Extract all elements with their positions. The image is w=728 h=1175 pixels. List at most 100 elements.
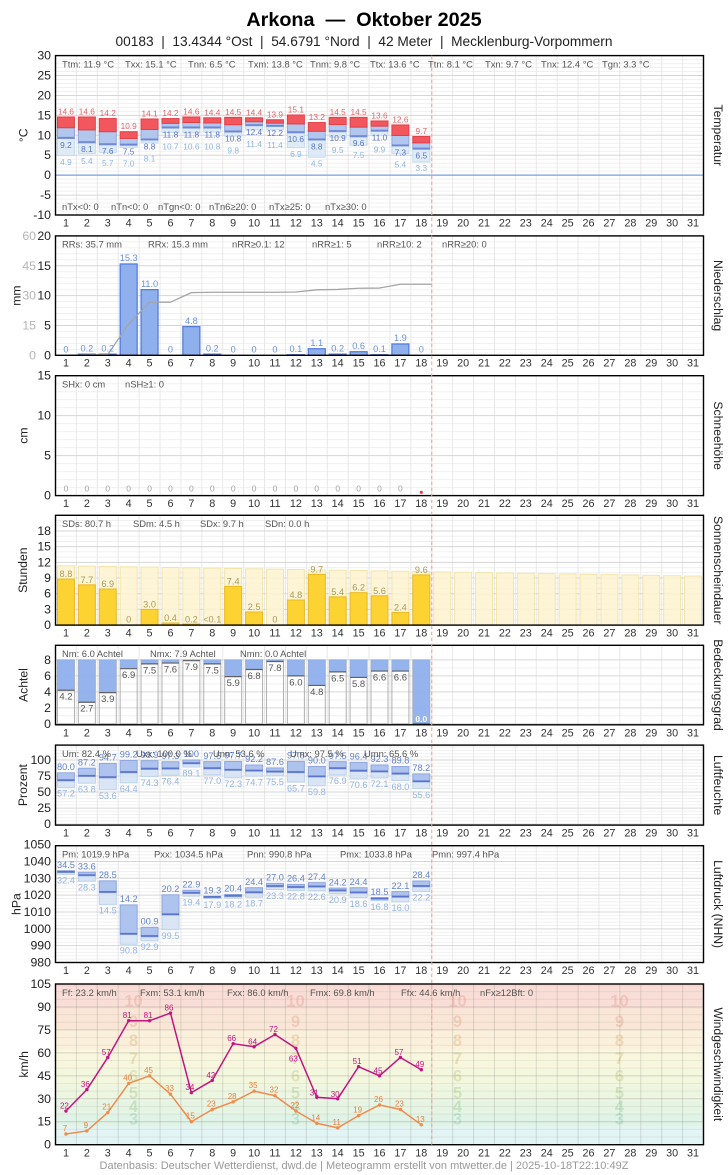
svg-text:Unn: 53.6 %: Unn: 53.6 %	[213, 748, 265, 759]
svg-text:50: 50	[37, 785, 51, 799]
svg-text:27: 27	[603, 727, 615, 739]
svg-text:0: 0	[272, 615, 277, 625]
svg-text:11.8: 11.8	[184, 129, 200, 139]
svg-text:18: 18	[415, 498, 427, 510]
svg-text:0: 0	[44, 348, 51, 362]
svg-text:Arkona — Oktober 2025: Arkona — Oktober 2025	[246, 9, 481, 31]
svg-text:14: 14	[332, 628, 344, 640]
svg-text:20: 20	[457, 828, 469, 840]
svg-text:1: 1	[63, 628, 69, 640]
svg-text:0: 0	[210, 484, 215, 494]
svg-text:3.3: 3.3	[416, 163, 428, 173]
svg-text:7: 7	[615, 1050, 624, 1068]
svg-text:Pxx: 1034.5 hPa: Pxx: 1034.5 hPa	[154, 849, 224, 860]
svg-text:22: 22	[499, 965, 511, 977]
svg-text:19: 19	[436, 628, 448, 640]
svg-text:24.4: 24.4	[350, 877, 368, 887]
svg-text:8: 8	[129, 1032, 138, 1050]
svg-text:15: 15	[353, 358, 365, 370]
svg-text:28.5: 28.5	[99, 870, 117, 880]
svg-text:11.4: 11.4	[267, 140, 283, 150]
svg-text:19.3: 19.3	[203, 886, 221, 896]
svg-text:7.9: 7.9	[185, 662, 198, 673]
svg-text:12: 12	[290, 358, 302, 370]
svg-text:5: 5	[44, 318, 51, 332]
svg-text:4.8: 4.8	[289, 590, 302, 600]
svg-text:17.9: 17.9	[203, 900, 221, 910]
svg-text:0: 0	[398, 484, 403, 494]
svg-text:0.2: 0.2	[331, 343, 344, 353]
svg-text:4: 4	[126, 1148, 132, 1160]
svg-text:23: 23	[520, 628, 532, 640]
svg-text:6: 6	[167, 358, 173, 370]
svg-text:75.5: 75.5	[266, 777, 284, 787]
svg-text:Prozent: Prozent	[16, 763, 30, 806]
svg-text:14.1: 14.1	[141, 108, 158, 118]
svg-text:45: 45	[37, 1069, 51, 1083]
svg-text:23: 23	[520, 828, 532, 840]
svg-text:3.0: 3.0	[143, 599, 156, 609]
svg-text:17: 17	[394, 727, 406, 739]
svg-text:4: 4	[291, 1098, 301, 1116]
svg-text:31: 31	[687, 217, 699, 229]
svg-text:0: 0	[44, 1138, 51, 1152]
svg-text:76.9: 76.9	[329, 776, 347, 786]
svg-text:Ttm: 11.9 °C: Ttm: 11.9 °C	[62, 58, 114, 69]
svg-text:4.5: 4.5	[311, 158, 323, 168]
svg-text:5.4: 5.4	[81, 156, 93, 166]
svg-text:0: 0	[294, 484, 299, 494]
svg-text:11: 11	[269, 217, 280, 229]
svg-text:8: 8	[209, 965, 215, 977]
svg-text:17: 17	[394, 217, 406, 229]
svg-text:6.9: 6.9	[122, 670, 135, 681]
svg-text:Txm: 13.8 °C: Txm: 13.8 °C	[248, 58, 303, 69]
svg-text:21: 21	[478, 727, 490, 739]
svg-text:0: 0	[44, 168, 51, 182]
svg-text:63.8: 63.8	[78, 785, 96, 795]
svg-text:64.4: 64.4	[120, 784, 138, 794]
svg-text:27: 27	[603, 828, 615, 840]
svg-text:17: 17	[394, 1148, 406, 1160]
svg-text:22: 22	[499, 727, 511, 739]
svg-text:21: 21	[478, 1148, 490, 1160]
svg-text:17: 17	[394, 498, 406, 510]
svg-text:10: 10	[37, 409, 51, 423]
svg-text:hPa: hPa	[9, 893, 23, 915]
svg-text:10: 10	[248, 628, 260, 640]
svg-text:6: 6	[167, 965, 173, 977]
svg-text:26: 26	[583, 965, 595, 977]
svg-text:Fmx: 69.8 km/h: Fmx: 69.8 km/h	[310, 987, 375, 998]
svg-text:22: 22	[499, 358, 511, 370]
svg-text:14.6: 14.6	[58, 106, 75, 116]
svg-text:18: 18	[415, 828, 427, 840]
svg-text:990: 990	[30, 939, 51, 953]
svg-text:1000: 1000	[24, 922, 52, 936]
svg-text:87.6: 87.6	[266, 757, 284, 767]
svg-text:11.0: 11.0	[141, 279, 158, 289]
svg-text:4.8: 4.8	[185, 316, 198, 326]
svg-text:2: 2	[84, 965, 90, 977]
svg-text:5.9: 5.9	[227, 678, 240, 689]
svg-text:2: 2	[44, 701, 51, 715]
svg-text:3: 3	[105, 1148, 111, 1160]
svg-text:13: 13	[311, 828, 323, 840]
svg-text:15.3: 15.3	[120, 253, 138, 263]
svg-text:29: 29	[645, 358, 657, 370]
svg-text:9: 9	[44, 571, 51, 585]
svg-text:10: 10	[248, 828, 260, 840]
svg-text:15: 15	[353, 1148, 365, 1160]
svg-text:5: 5	[147, 965, 153, 977]
svg-text:42: 42	[206, 1071, 215, 1080]
svg-text:7.0: 7.0	[123, 159, 135, 169]
svg-text:1010: 1010	[24, 905, 52, 919]
svg-text:2: 2	[84, 358, 90, 370]
svg-text:72.1: 72.1	[371, 779, 389, 789]
svg-text:9.7: 9.7	[416, 126, 428, 136]
svg-text:15: 15	[353, 965, 365, 977]
svg-text:13: 13	[311, 628, 323, 640]
svg-text:2.4: 2.4	[394, 603, 407, 613]
svg-text:32: 32	[270, 1086, 279, 1095]
svg-text:9: 9	[230, 358, 236, 370]
svg-text:Bedeckungsgrad: Bedeckungsgrad	[711, 639, 725, 730]
svg-text:5: 5	[147, 498, 153, 510]
